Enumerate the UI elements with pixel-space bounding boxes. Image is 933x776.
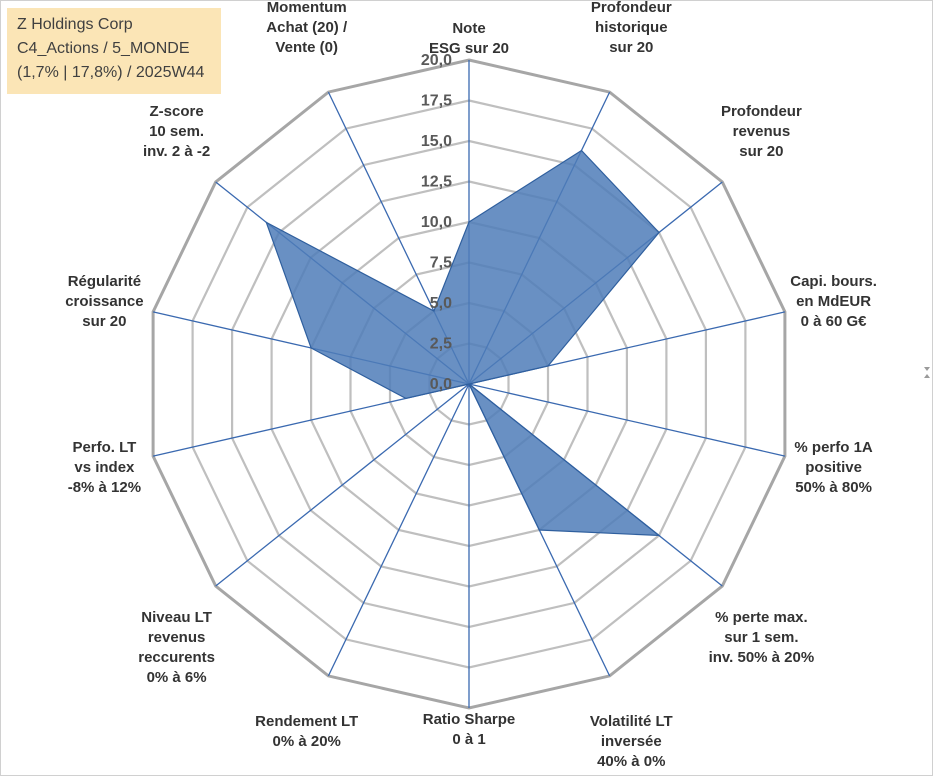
axis-label-line: reccurents [138,649,215,666]
tick-label: 7,5 [430,255,452,272]
axis-label-line: historique [595,19,668,36]
axis-label-line: Momentum [267,0,347,16]
axis-label-line: positive [805,459,862,476]
axis-label-line: -8% à 12% [68,479,141,496]
axis-label: Capi. bours. en MdEUR 0 à 60 G€ [790,273,877,330]
axis-label-line: Achat (20) / [266,19,348,36]
axis-label: Note ESG sur 20 [429,20,509,57]
company-name: Z Holdings Corp [17,16,133,33]
axis-label: % perte max. sur 1 sem. inv. 50% à 20% [709,609,815,666]
tick-label: 12,5 [421,174,452,191]
axis-spoke [468,383,786,457]
axis-label-line: sur 20 [609,39,653,56]
axis-label-line: Profondeur [721,103,802,120]
axis-spoke [327,383,470,677]
axis-label-line: croissance [65,293,143,310]
data-series [265,149,661,537]
axis-label-line: Niveau LT [141,609,212,626]
axis-label-line: vs index [74,459,135,476]
tick-label: 17,5 [421,93,452,110]
axis-label: Ratio Sharpe 0 à 1 [423,711,516,748]
axis-label: Profondeur historique sur 20 [591,0,672,56]
axis-label: % perfo 1A positive 50% à 80% [794,439,873,496]
axis-label-line: 0% à 6% [147,669,207,686]
axis-label-line: 10 sem. [149,123,204,140]
axis-label-line: ESG sur 20 [429,40,509,57]
axis-label-line: % perfo 1A [794,439,873,456]
tick-labels: 0,0 2,5 5,0 7,5 10,0 12,5 15,0 17,5 20,0 [421,52,452,393]
axis-label: Niveau LT revenus reccurents 0% à 6% [138,609,215,686]
axis-label-line: Volatilité LT [590,713,673,730]
tick-label: 5,0 [430,295,452,312]
series-area [265,149,661,537]
axis-label-line: 0% à 20% [273,733,341,750]
axis-label: Z-score 10 sem. inv. 2 à -2 [143,103,210,160]
range-and-week: (1,7% | 17,8%) / 2025W44 [17,64,205,81]
axis-labels: Note ESG sur 20 Profondeur historique sur 20… [65,0,877,770]
axis-label-line: Vente (0) [275,39,338,56]
axis-label-line: sur 20 [739,143,783,160]
tick-label: 15,0 [421,133,452,150]
tick-label: 10,0 [421,214,452,231]
axis-label-line: Rendement LT [255,713,358,730]
axis-label-line: Régularité [68,273,141,290]
tick-label: 20,0 [421,52,452,69]
axis-label-line: 0 à 60 G€ [801,313,868,330]
tick-label: 0,0 [430,376,452,393]
axis-label-line: % perte max. [715,609,808,626]
axis-label: Rendement LT 0% à 20% [255,713,358,750]
axis-label: Momentum Achat (20) / Vente (0) [266,0,348,56]
axis-label-line: revenus [733,123,791,140]
axis-label-line: Ratio Sharpe [423,711,516,728]
axis-label-line: Z-score [150,103,204,120]
axis-label-line: 40% à 0% [597,753,665,770]
axis-label-line: en MdEUR [796,293,871,310]
axis-spoke [215,383,470,587]
axis-label-line: Perfo. LT [72,439,136,456]
axis-label-line: Note [452,20,485,37]
title-box: Z Holdings Corp C4_Actions / 5_MONDE (1,… [7,8,221,94]
axis-label-line: Profondeur [591,0,672,16]
axis-label-line: inv. 2 à -2 [143,143,210,160]
scroll-down-arrow-icon[interactable] [924,367,930,371]
axis-label-line: revenus [148,629,206,646]
axis-label: Perfo. LT vs index -8% à 12% [68,439,141,496]
axis-label-line: 0 à 1 [452,731,485,748]
axis-label-line: inversée [601,733,662,750]
axis-label-line: sur 1 sem. [724,629,798,646]
axis-label-line: 50% à 80% [795,479,872,496]
axis-label-line: inv. 50% à 20% [709,649,815,666]
scrollbar-arrows[interactable] [923,0,931,774]
axis-label-line: sur 20 [82,313,126,330]
axis-label: Profondeur revenus sur 20 [721,103,802,160]
axis-label: Volatilité LT inversée 40% à 0% [590,713,673,770]
portfolio-category: C4_Actions / 5_MONDE [17,40,190,57]
scroll-up-arrow-icon[interactable] [924,374,930,378]
tick-label: 2,5 [430,336,452,353]
axis-label-line: Capi. bours. [790,273,877,290]
axis-label: Régularité croissance sur 20 [65,273,143,330]
